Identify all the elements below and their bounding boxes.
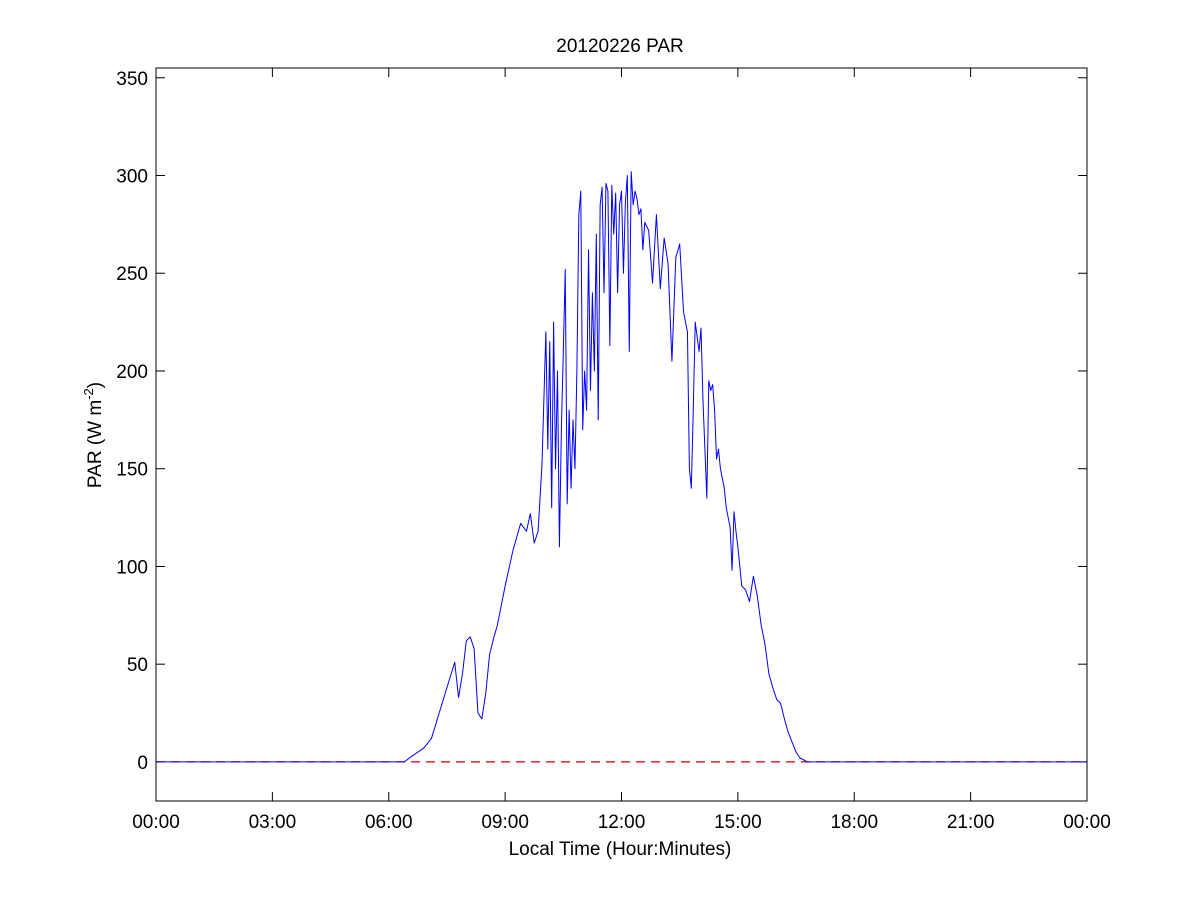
y-axis-label-superscript: -2 (81, 388, 96, 400)
x-tick-label: 12:00 (598, 812, 646, 833)
series-line (156, 171, 1087, 763)
y-tick-label: 0 (137, 753, 148, 774)
x-tick-label: 21:00 (947, 812, 995, 833)
chart-title: 20120226 PAR (556, 36, 683, 57)
y-tick-label: 200 (116, 362, 148, 383)
y-axis-label-suffix: ) (85, 382, 106, 388)
y-tick-label: 300 (116, 167, 148, 188)
x-tick-label: 15:00 (714, 812, 762, 833)
y-tick-label: 100 (116, 557, 148, 578)
x-tick-label: 09:00 (481, 812, 529, 833)
y-tick-label: 250 (116, 264, 148, 285)
x-axis-label: Local Time (Hour:Minutes) (509, 839, 732, 860)
y-tick-label: 350 (116, 69, 148, 90)
y-tick-label: 150 (116, 460, 148, 481)
x-tick-label: 03:00 (249, 812, 297, 833)
plot-frame (155, 67, 1088, 802)
series-layer (156, 171, 1087, 763)
y-tick-label: 50 (127, 655, 148, 676)
x-tick-label: 18:00 (830, 812, 878, 833)
x-tick-label: 06:00 (365, 812, 413, 833)
x-tick-label: 00:00 (132, 812, 180, 833)
x-tick-label: 00:00 (1063, 812, 1111, 833)
y-axis-label-prefix: PAR (W m (85, 400, 106, 488)
y-axis-label: PAR (W m-2) (81, 382, 106, 488)
ticks-layer: 00:00 03:00 06:00 09:00 12:00 15:00 18:00 21:00… (116, 68, 1111, 833)
